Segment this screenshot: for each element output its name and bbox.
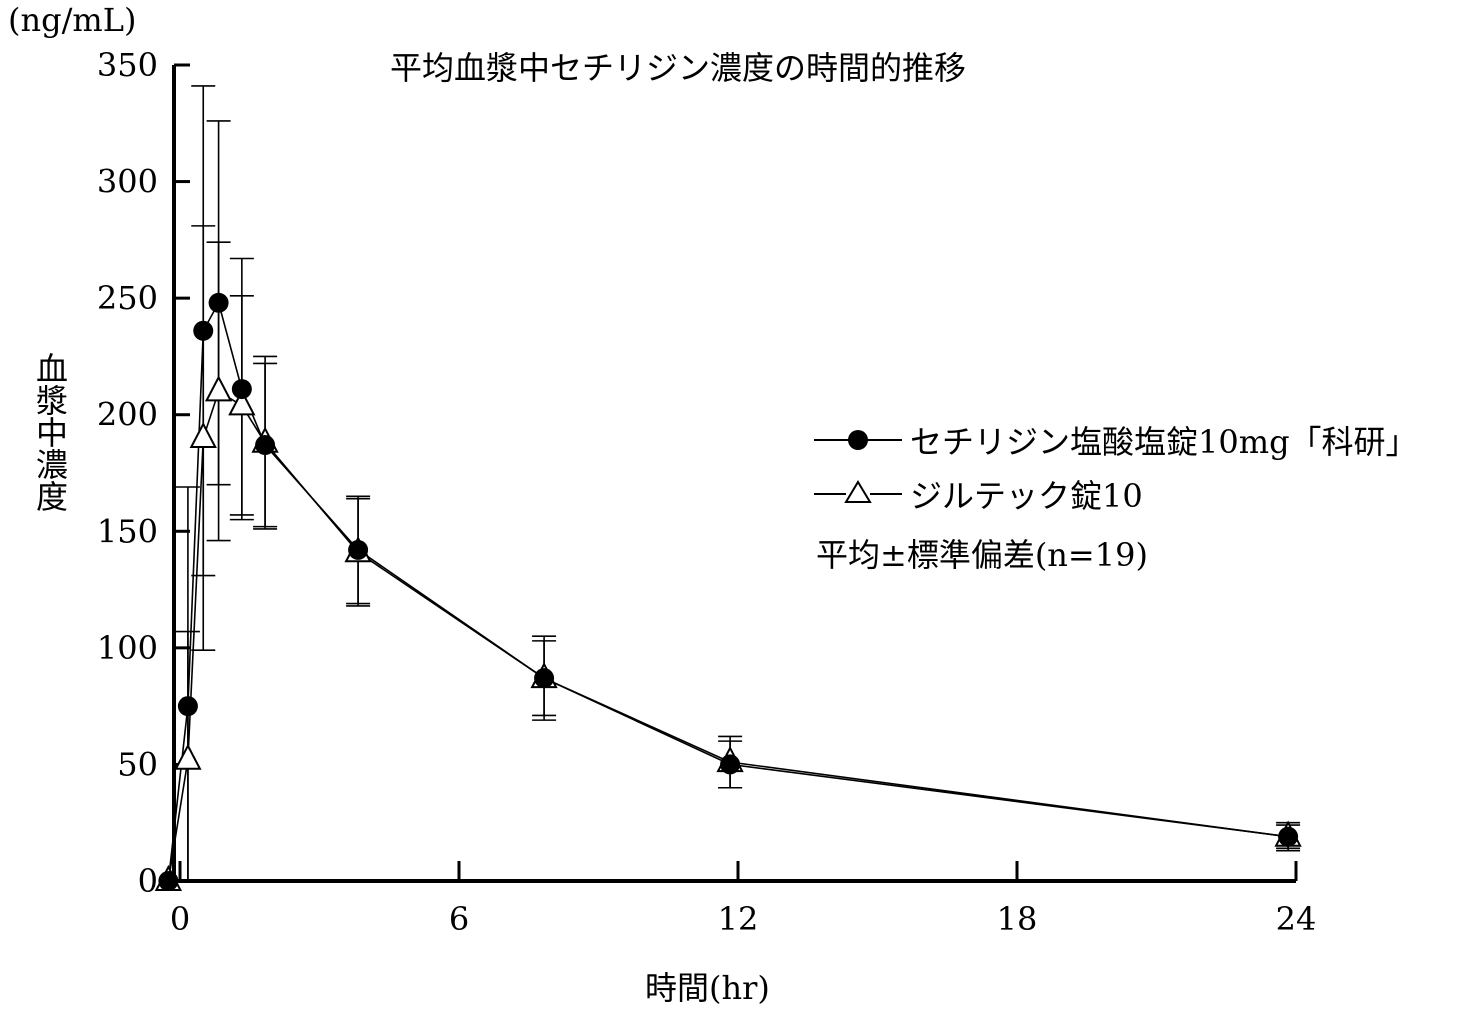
series-line-kaken <box>167 300 1289 882</box>
circle-marker <box>255 435 276 456</box>
y-tick-label: 0 <box>138 862 158 900</box>
legend-label-zyrtec: ジルテック錠10 <box>910 477 1143 515</box>
circle-marker <box>177 696 198 717</box>
legend-item-zyrtec: ジルテック錠10 <box>812 474 1143 515</box>
circle-marker <box>231 379 252 400</box>
x-tick-label: 12 <box>718 900 759 938</box>
circle-marker <box>1278 826 1299 847</box>
legend-note: 平均±標準偏差(n=19) <box>816 536 1148 574</box>
triangle-marker <box>204 375 233 402</box>
y-axis-unit-label: (ng/mL) <box>8 1 137 39</box>
circle-marker <box>158 871 179 891</box>
series-line-zyrtec <box>167 390 1289 882</box>
legend-label-kaken: セチリジン塩酸塩錠10mg「科研」 <box>910 423 1418 461</box>
y-tick-label: 100 <box>97 629 158 667</box>
triangle-marker <box>189 421 217 449</box>
x-axis-label: 時間(hr) <box>645 969 770 1007</box>
legend-triangle-marker-icon <box>814 480 902 503</box>
y-tick-label: 150 <box>97 512 158 550</box>
tick-labels: 0 50 100 150 200 250 300 350 0 6 12 18 24 <box>97 46 1316 938</box>
triangle-marker <box>228 389 256 416</box>
x-tick-label: 24 <box>1276 900 1317 938</box>
y-tick-label: 350 <box>97 46 158 84</box>
y-tick-label: 50 <box>117 745 158 783</box>
circle-marker <box>348 539 369 560</box>
legend-item-kaken: セチリジン塩酸塩錠10mg「科研」 <box>812 420 1418 461</box>
circle-marker <box>720 754 741 775</box>
circle-marker <box>208 292 229 313</box>
chart-title: 平均血漿中セチリジン濃度の時間的推移 <box>390 49 967 87</box>
x-tick-label: 0 <box>170 900 190 938</box>
series-lines <box>167 300 1289 882</box>
y-tick-label: 300 <box>97 163 158 201</box>
y-tick-label: 250 <box>97 279 158 317</box>
y-axis-label: 血漿中濃度 <box>31 352 69 512</box>
circle-marker <box>534 668 555 689</box>
y-tick-label: 200 <box>97 396 158 434</box>
axes <box>172 63 1298 883</box>
x-tick-label: 6 <box>449 900 469 938</box>
triangle-marker <box>174 743 202 770</box>
data-markers <box>154 292 1302 891</box>
circle-marker <box>193 320 214 341</box>
x-tick-label: 18 <box>997 900 1038 938</box>
legend-circle-marker-icon <box>814 430 902 450</box>
